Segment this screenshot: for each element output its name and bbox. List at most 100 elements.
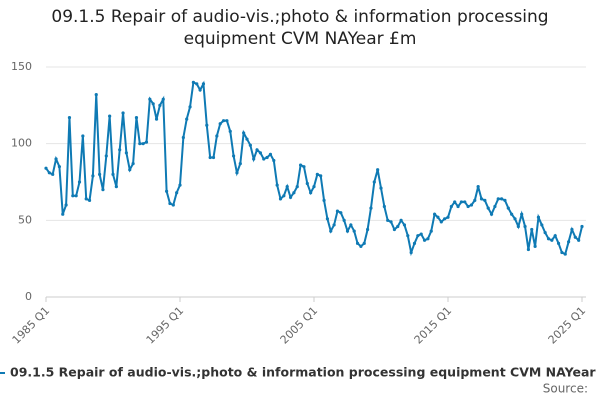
point [352,229,356,233]
point [98,172,102,176]
point [436,215,440,219]
point [446,215,450,219]
point [466,204,470,209]
point [382,204,386,209]
point [111,172,115,176]
point [141,142,145,146]
point [262,157,266,161]
point [483,198,487,202]
point [526,247,531,252]
point [238,162,242,166]
point [419,232,423,236]
point [181,135,185,140]
point [349,223,353,227]
point [392,227,396,232]
point [533,244,537,248]
point [292,191,296,195]
point [54,157,58,161]
point [275,183,279,187]
point [503,198,507,202]
y-tick-label: 100 [11,137,32,150]
point [208,155,212,160]
point [134,116,139,120]
point [71,194,75,198]
point [520,212,524,216]
point [312,185,316,189]
point [315,172,319,176]
point [77,180,82,184]
point [248,143,252,147]
point [459,200,463,204]
point [57,165,62,169]
point [104,154,108,158]
point [232,154,236,158]
point [332,223,336,227]
point [372,180,376,184]
source: Source: [543,382,588,396]
point [278,197,283,201]
point [168,201,172,206]
point [64,203,68,207]
point [288,195,293,199]
point [359,244,363,248]
point [154,117,159,121]
point [473,198,477,202]
point [463,200,467,204]
point [178,183,182,187]
point [433,212,437,216]
point [87,198,92,202]
point [175,191,179,195]
point [195,82,199,86]
x-tick-label: 1985 Q1 [10,304,53,347]
point [91,174,95,178]
point [118,148,122,152]
x-tick-label: 1995 Q1 [144,304,187,347]
point [84,197,88,201]
point [406,234,410,238]
point [366,227,370,232]
point [295,185,299,189]
point [325,217,329,221]
point [453,200,457,204]
point [412,241,417,245]
point [171,203,175,207]
point [556,241,561,245]
point [546,237,551,241]
point [94,93,98,97]
point [345,229,350,233]
point [114,185,118,189]
point [339,211,343,215]
x-tick-label: 2025 Q1 [546,304,589,347]
point [185,117,189,121]
x-tick-label: 2015 Q1 [412,304,455,347]
point [268,152,273,156]
point [61,212,65,216]
point [144,140,149,144]
point [201,82,206,86]
y-tick-label: 0 [25,290,32,303]
point [540,223,544,227]
point [215,134,219,138]
point [272,158,276,163]
y-tick-label: 50 [18,213,32,226]
point [399,218,403,222]
point [402,223,407,227]
point [493,204,497,209]
point [342,218,346,222]
point [81,134,85,138]
point [439,220,443,224]
point [486,206,490,210]
point [108,114,112,118]
point [580,224,584,229]
point [309,191,313,195]
point [536,215,541,219]
point [530,227,534,232]
point [211,155,216,160]
point [235,171,239,175]
point [543,231,547,235]
point [225,119,229,123]
point [489,212,494,216]
point [148,97,152,101]
